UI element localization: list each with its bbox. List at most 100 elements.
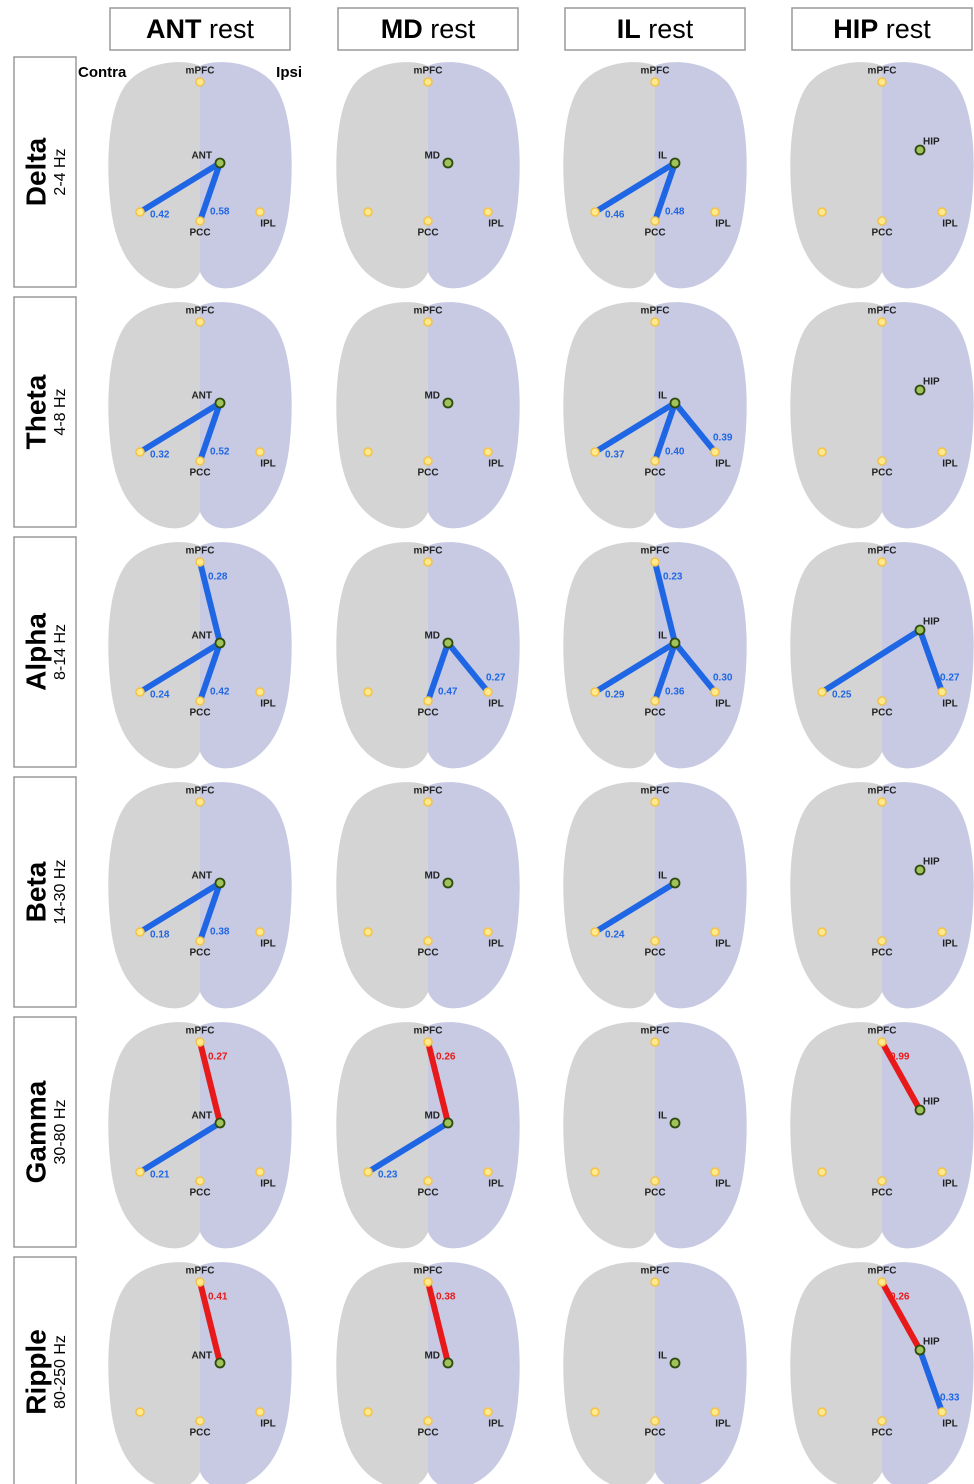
panel: mPFCPCCIPLMD0.470.27 [328,535,528,775]
node [424,1417,432,1425]
node-label: mPFC [414,1266,443,1277]
node-label: mPFC [186,546,215,557]
connection-value: 0.30 [713,673,733,684]
node-label: PCC [417,1188,438,1199]
connection-value: 0.23 [663,572,683,583]
panel: mPFCPCCIPLIL0.460.48 [555,55,755,295]
header-seed: IL [617,14,641,44]
column-header: IL rest [617,14,694,44]
header-seed: HIP [833,14,878,44]
panel: mPFCPCCIPLANT0.420.58ContraIpsi [78,55,302,295]
node-label: PCC [871,1188,892,1199]
connection-value: 0.24 [605,930,625,941]
seed-label: IL [658,151,667,162]
connection-value: 0.28 [208,572,228,583]
node-label: mPFC [186,1266,215,1277]
brain-left [100,55,200,295]
row-band: Ripple [20,1329,51,1415]
node [484,448,492,456]
node [651,798,659,806]
node [878,457,886,465]
node [878,937,886,945]
node-label: mPFC [868,546,897,557]
connection-value: 0.26 [436,1052,456,1063]
connection-value: 0.27 [486,673,506,684]
node-label: PCC [189,1428,210,1439]
node-label: IPL [488,699,504,710]
panel: mPFCPCCIPLANT0.270.21 [100,1015,300,1255]
brain-right [882,295,974,535]
brain-left [555,535,655,775]
seed-label: HIP [923,617,940,628]
node [196,78,204,86]
panel: mPFCPCCIPLANT0.320.52 [100,295,300,535]
connection-value: 0.99 [890,1052,910,1063]
row-range: 4-8 Hz [52,388,69,435]
node-label: mPFC [868,786,897,797]
brain-left [555,295,655,535]
seed-label: MD [424,871,440,882]
panel: mPFCPCCIPLHIP0.260.33 [782,1255,974,1484]
side-label: Ipsi [276,64,302,81]
brain-left [100,1015,200,1255]
node-label: mPFC [641,1026,670,1037]
connection-value: 0.47 [438,687,458,698]
node [878,217,886,225]
connection-value: 0.48 [665,207,685,218]
seed-node [671,639,680,648]
row-range: 8-14 Hz [52,624,69,680]
node [424,457,432,465]
brain-left [782,295,882,535]
node [424,798,432,806]
panel: mPFCPCCIPLMD0.260.23 [328,1015,528,1255]
connection-value: 0.38 [436,1292,456,1303]
node-label: IPL [260,1179,276,1190]
node [818,448,826,456]
node-label: IPL [942,1419,958,1430]
brain-right [655,1015,755,1255]
node [651,457,659,465]
node [711,1408,719,1416]
seed-node [216,879,225,888]
node [591,1408,599,1416]
node [591,1168,599,1176]
panel: mPFCPCCIPLIL0.230.290.360.30 [555,535,755,775]
node [424,558,432,566]
row-band: Beta [20,861,51,922]
node [651,937,659,945]
node [364,928,372,936]
seed-node [444,399,453,408]
node-label: IPL [488,219,504,230]
seed-label: ANT [191,631,212,642]
node [424,697,432,705]
seed-node [216,1359,225,1368]
brain-left [328,535,428,775]
seed-label: MD [424,631,440,642]
node [256,928,264,936]
brain-left [328,775,428,1015]
node [651,697,659,705]
node [591,688,599,696]
connection-value: 0.27 [208,1052,228,1063]
row-band: Theta [20,374,51,449]
node [651,318,659,326]
seed-node [216,399,225,408]
node-label: PCC [189,948,210,959]
brain-left [782,55,882,295]
node [651,1177,659,1185]
header-suffix: rest [886,14,932,44]
page: ANT restMD restIL restHIP restDelta2-4 H… [0,0,974,1484]
node-label: PCC [189,468,210,479]
header-suffix: rest [209,14,255,44]
node [256,448,264,456]
brain-right [200,1255,300,1484]
connection-value: 0.38 [210,927,230,938]
node-label: mPFC [641,306,670,317]
seed-label: ANT [191,391,212,402]
connection-value: 0.18 [150,930,170,941]
node [938,688,946,696]
node [196,798,204,806]
